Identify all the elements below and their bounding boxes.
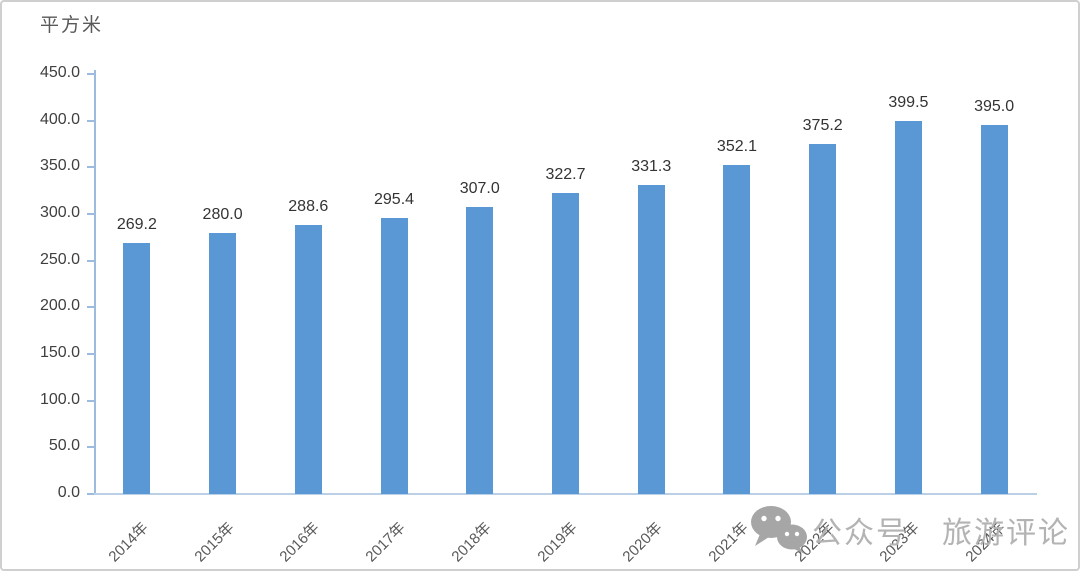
bar-2021年 xyxy=(723,165,751,494)
y-axis-unit-label: 平方米 xyxy=(40,15,104,36)
y-axis-tick xyxy=(87,353,94,355)
y-axis-tick xyxy=(87,306,94,309)
x-axis-category-label: 2021年 xyxy=(705,519,752,566)
y-axis-tick-label: 350.0 xyxy=(39,157,80,175)
bar-value-label: 307.0 xyxy=(459,180,500,198)
bar-2015年 xyxy=(209,232,237,494)
y-axis-tick xyxy=(87,399,94,402)
bar-2023年 xyxy=(894,121,922,494)
bar-2018年 xyxy=(466,207,494,494)
x-axis-category-label: 2014年 xyxy=(105,519,152,566)
y-axis-tick-label: 450.0 xyxy=(39,64,80,81)
bar-2022年 xyxy=(809,143,837,494)
bar-2019年 xyxy=(552,192,579,494)
x-axis-category-label: 2017年 xyxy=(362,519,409,566)
bar-value-label: 331.3 xyxy=(631,157,672,175)
bar-2016年 xyxy=(294,224,322,494)
bar-2020年 xyxy=(637,184,665,494)
y-axis-tick xyxy=(87,493,94,495)
bar-value-label: 269.2 xyxy=(116,215,157,233)
watermark-text-account-name: 旅游评论 xyxy=(942,517,1070,550)
bar-value-label: 352.1 xyxy=(716,138,757,156)
x-axis-category-label: 2018年 xyxy=(448,519,495,566)
bar-value-label: 399.5 xyxy=(888,94,929,112)
y-axis-tick-label: 0.0 xyxy=(57,484,80,501)
wechat-icon xyxy=(751,506,807,554)
x-axis-category-label: 2015年 xyxy=(191,519,238,566)
y-axis-tick xyxy=(87,73,94,75)
x-axis-category-label: 2020年 xyxy=(619,519,666,566)
bar-2017年 xyxy=(380,218,408,494)
y-axis-tick xyxy=(87,166,94,169)
bar-2024年 xyxy=(980,125,1008,494)
y-axis-tick-label: 400.0 xyxy=(39,110,80,128)
y-axis-tick xyxy=(87,446,94,449)
bar-value-label: 280.0 xyxy=(202,205,243,223)
y-axis-tick-label: 100.0 xyxy=(39,390,80,408)
y-axis-tick-label: 200.0 xyxy=(39,297,80,315)
x-axis-line xyxy=(94,493,1037,495)
y-axis-tick-label: 50.0 xyxy=(48,437,80,455)
bar-2014年 xyxy=(123,242,151,494)
x-axis-category-label: 2016年 xyxy=(276,519,324,566)
bar-value-label: 295.4 xyxy=(374,191,415,209)
bar-value-label: 288.6 xyxy=(288,197,329,215)
watermark: 公众号 旅游评论 xyxy=(750,505,1070,555)
y-axis-tick-label: 300.0 xyxy=(39,204,80,221)
y-axis-tick xyxy=(87,213,94,215)
bar-value-label: 375.2 xyxy=(802,116,843,134)
watermark-text-gongzhonghao: 公众号 xyxy=(812,517,908,550)
y-axis-tick-label: 150.0 xyxy=(39,344,80,361)
bar-value-label: 395.0 xyxy=(974,98,1015,116)
y-axis-line xyxy=(94,70,96,494)
y-axis-tick xyxy=(87,259,94,262)
y-axis-tick-label: 250.0 xyxy=(39,250,80,268)
y-axis-tick xyxy=(87,119,94,122)
x-axis-category-label: 2019年 xyxy=(533,519,581,566)
bar-value-label: 322.7 xyxy=(545,165,586,183)
